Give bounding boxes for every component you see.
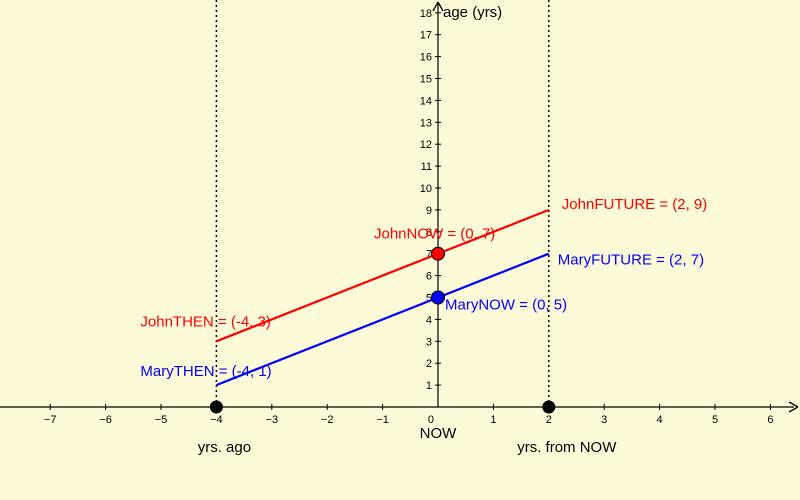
x-tick-label: 3 <box>601 414 607 426</box>
y-tick-label: 3 <box>426 336 432 348</box>
x-tick-label: 0 <box>428 414 434 426</box>
john-point-label: JohnTHEN = (-4, 3) <box>140 313 270 330</box>
y-tick-label: 11 <box>421 161 432 173</box>
x-tick-label: −1 <box>376 414 389 426</box>
john-point-label: JohnNOW = (0, 7) <box>374 226 495 243</box>
y-tick-label: 13 <box>420 117 432 129</box>
x-tick-label: −4 <box>210 414 223 426</box>
x-tick-label: 6 <box>767 414 773 426</box>
y-tick-label: 18 <box>420 8 432 20</box>
axis-marker-point <box>542 400 556 414</box>
mary-line <box>215 252 550 387</box>
y-axis-label: age (yrs) <box>443 4 502 21</box>
now-label: NOW <box>420 425 458 442</box>
y-tick-label: 17 <box>420 30 432 42</box>
y-tick-label: 9 <box>426 205 432 217</box>
x-tick-label: 1 <box>490 414 496 426</box>
y-axis-arrow <box>432 1 444 12</box>
y-tick-label: 10 <box>420 183 432 195</box>
john-now-point <box>431 246 445 261</box>
y-tick-label: 14 <box>420 95 432 107</box>
x-tick-label: 5 <box>712 414 718 426</box>
y-tick-label: 16 <box>420 52 432 64</box>
x-axis-arrow <box>788 401 799 413</box>
x-tick-label: −7 <box>44 414 57 426</box>
y-tick-label: 12 <box>420 139 432 151</box>
mary-point-label: MaryTHEN = (-4, 1) <box>140 363 271 380</box>
y-tick-label: 7 <box>426 249 432 261</box>
y-tick-label: 15 <box>420 74 432 86</box>
axis-marker-point <box>209 400 223 414</box>
john-point-label: JohnFUTURE = (2, 9) <box>562 196 707 213</box>
y-tick-label: 8 <box>426 227 432 239</box>
x-tick-label: −3 <box>266 414 279 426</box>
x-tick-label: −6 <box>99 414 112 426</box>
x-tick-label: −5 <box>155 414 168 426</box>
y-tick-label: 1 <box>426 380 432 392</box>
mary-point-label: MaryFUTURE = (2, 7) <box>558 252 704 269</box>
years-from-now-label: yrs. from NOW <box>517 439 617 456</box>
years-ago-label: yrs. ago <box>198 439 251 456</box>
x-tick-label: 4 <box>657 414 663 426</box>
mary-now-point <box>431 290 445 305</box>
y-tick-label: 4 <box>426 314 432 326</box>
y-tick-label: 2 <box>426 358 432 370</box>
x-tick-label: −2 <box>321 414 334 426</box>
mary-point-label: MaryNOW = (0, 5) <box>445 297 567 314</box>
x-tick-label: 2 <box>546 414 552 426</box>
y-tick-label: 5 <box>426 293 432 305</box>
y-tick-label: 6 <box>426 271 432 283</box>
john-line <box>215 208 550 343</box>
